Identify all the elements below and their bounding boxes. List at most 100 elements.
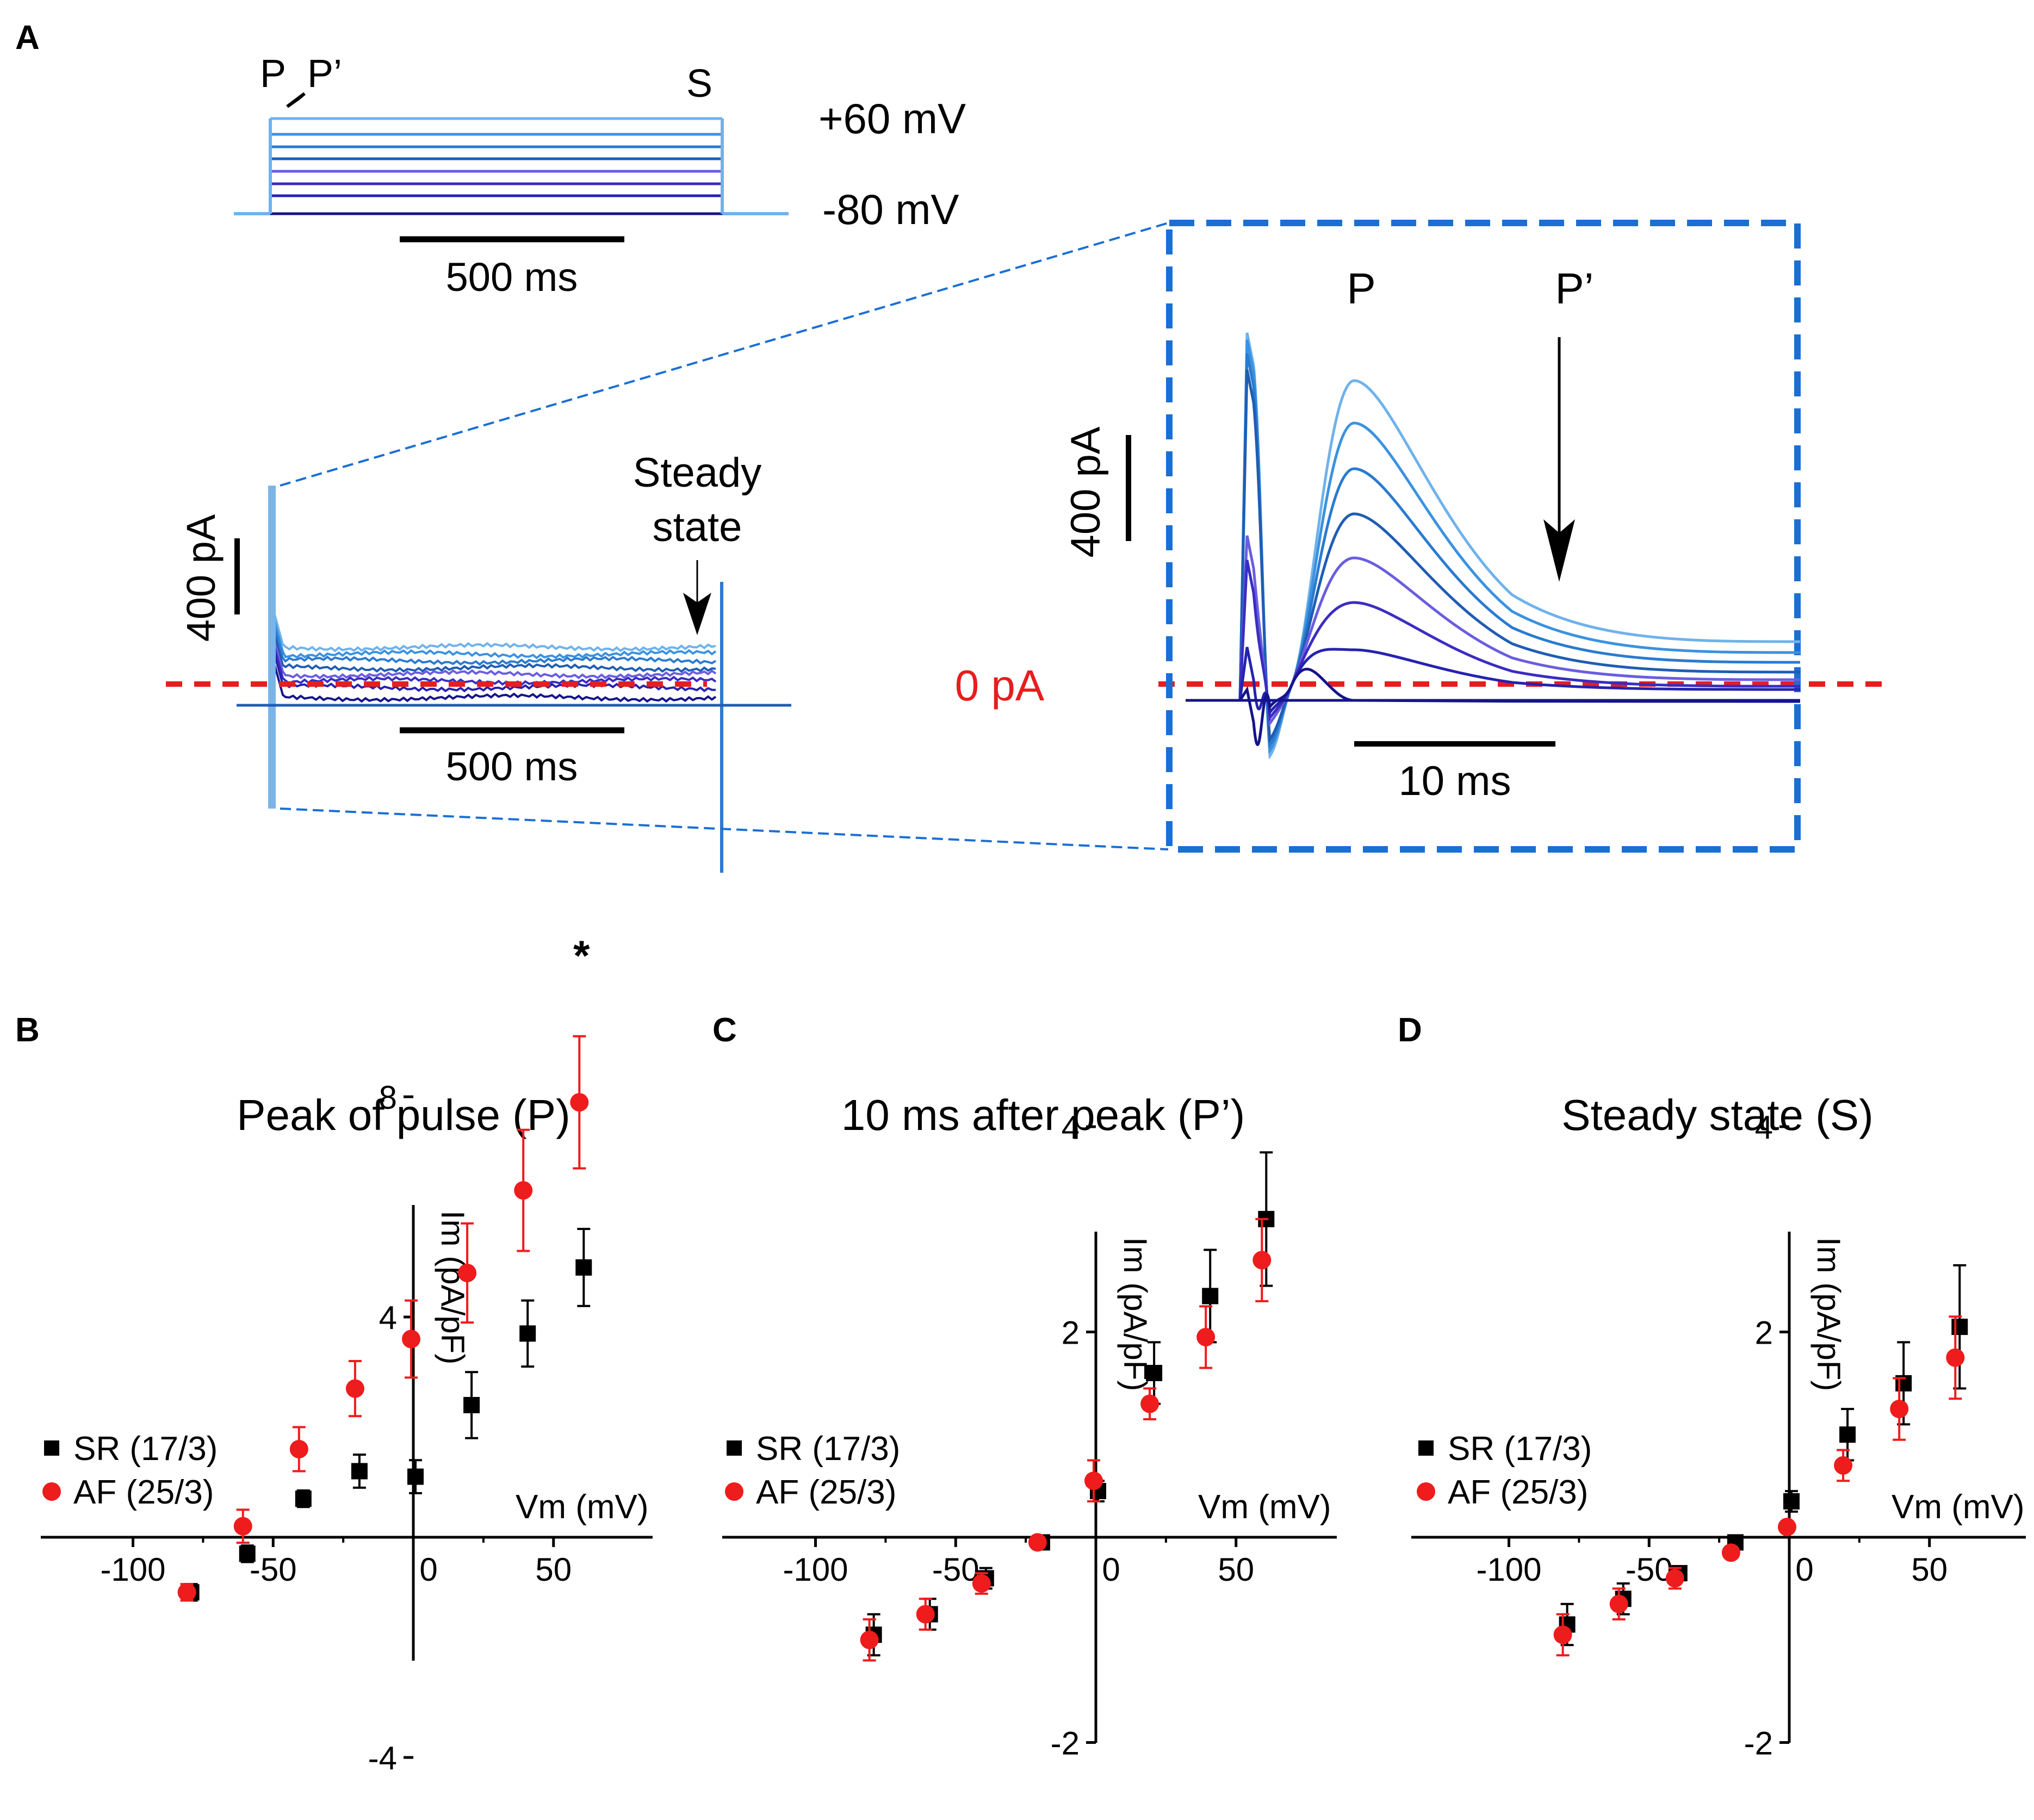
- sr-point: [463, 1397, 480, 1413]
- zoom-time-scale-label: 10 ms: [1399, 758, 1511, 804]
- zoom-connector-bottom: [280, 807, 1169, 850]
- sr-point: [239, 1545, 256, 1562]
- panel-d: D Steady state (S) -100 -50 0 50 -2 2 4 Im (pA/pF…: [1398, 1011, 2026, 1762]
- panel-b-label: B: [15, 1011, 40, 1049]
- x-tick-label: 0: [1795, 1551, 1813, 1588]
- af-point: [1721, 1543, 1740, 1562]
- panel-c-label: C: [712, 1011, 737, 1049]
- af-point: [1778, 1518, 1796, 1537]
- legend-marker-sr: [727, 1440, 742, 1456]
- af-point: [1084, 1471, 1103, 1490]
- y-tick-label: 2: [1755, 1315, 1773, 1351]
- sr-point: [351, 1463, 368, 1480]
- x-tick-label: 50: [1911, 1551, 1948, 1588]
- current-trace-2: [274, 621, 717, 660]
- chart-title: Peak of pulse (P): [237, 1091, 570, 1139]
- legend-marker-af: [725, 1482, 743, 1501]
- zoom-connector-top: [280, 222, 1169, 487]
- af-point: [972, 1574, 991, 1593]
- x-tick-label: 0: [1102, 1551, 1120, 1588]
- panel-a-label: A: [15, 19, 40, 57]
- zoom-trace-4: [1186, 369, 1801, 743]
- legend-marker-af: [42, 1482, 61, 1501]
- legend-label-af: AF (25/3): [73, 1474, 214, 1511]
- x-tick-label: -50: [932, 1551, 979, 1588]
- y-tick-label: -2: [1744, 1725, 1773, 1762]
- protocol-label-s: S: [686, 62, 712, 105]
- y-axis-label: Im (pA/pF): [435, 1210, 471, 1364]
- zoom-label-p: P: [1347, 264, 1375, 313]
- af-point: [1609, 1594, 1628, 1613]
- zoom-trace-5: [1186, 535, 1801, 727]
- af-point: [177, 1583, 196, 1602]
- y-tick-label: 2: [1062, 1315, 1080, 1351]
- protocol-time-scale-label: 500 ms: [446, 254, 578, 300]
- y-tick-label: 4: [1062, 1109, 1080, 1146]
- af-point: [345, 1379, 364, 1398]
- legend-label-sr: SR (17/3): [73, 1430, 218, 1468]
- x-axis-label: Vm (mV): [1892, 1488, 2025, 1526]
- af-point: [458, 1264, 477, 1282]
- current-traces: 400 pA Steady state 500 ms: [178, 450, 791, 873]
- significance-marker: *: [573, 931, 590, 979]
- trace-current-scale-label: 400 pA: [178, 514, 224, 642]
- sr-point: [1951, 1319, 1968, 1336]
- zoom-trace-6: [1186, 560, 1801, 722]
- legend-marker-sr: [1418, 1440, 1434, 1456]
- y-tick-label: 4: [1755, 1109, 1773, 1146]
- x-tick-label: -100: [783, 1551, 848, 1588]
- af-point: [1890, 1400, 1909, 1419]
- protocol-steps: [270, 117, 722, 215]
- legend-marker-sr: [44, 1440, 59, 1456]
- legend-label-af: AF (25/3): [756, 1474, 896, 1511]
- sr-point: [1783, 1493, 1800, 1510]
- current-trace-3: [274, 628, 717, 666]
- x-tick-label: -50: [1626, 1551, 1673, 1588]
- sr-point: [1839, 1426, 1856, 1443]
- zoom-arrowhead: [1543, 519, 1575, 582]
- zoom-current-scale-label: 400 pA: [1063, 426, 1109, 557]
- current-trace-4: [274, 635, 716, 673]
- panel-b: B Peak of pulse (P) -100 -50 0 50 -4 4 8 Im (pA/p…: [15, 931, 653, 1776]
- af-point: [1946, 1348, 1965, 1367]
- protocol-label-pprime: P’: [307, 52, 342, 96]
- af-point: [570, 1093, 589, 1112]
- legend-marker-af: [1417, 1482, 1435, 1501]
- zoom-label-pprime: P’: [1555, 264, 1593, 313]
- protocol-arrow: [286, 92, 306, 108]
- legend-label-sr: SR (17/3): [756, 1430, 900, 1468]
- sr-point: [407, 1468, 424, 1485]
- protocol-label-p: P: [260, 52, 286, 96]
- x-tick-label: 50: [535, 1551, 572, 1588]
- legend-label-af: AF (25/3): [1448, 1474, 1588, 1511]
- current-trace-6: [274, 648, 717, 686]
- chart-title: Steady state (S): [1561, 1091, 1874, 1139]
- sr-point: [575, 1259, 592, 1276]
- protocol-v-bottom: -80 mV: [822, 185, 959, 233]
- x-axis-label: Vm (mV): [1198, 1488, 1331, 1526]
- zoom-trace-1: [1186, 332, 1801, 760]
- af-point: [1196, 1327, 1216, 1346]
- sr-point: [1202, 1288, 1219, 1305]
- current-trace-1: [274, 614, 716, 653]
- y-tick-label: -2: [1051, 1725, 1080, 1762]
- sr-point: [1146, 1365, 1163, 1381]
- af-point: [233, 1517, 252, 1536]
- x-tick-label: 0: [419, 1551, 437, 1588]
- steady-state-arrowhead: [683, 593, 711, 635]
- x-tick-label: 50: [1218, 1551, 1254, 1588]
- current-trace-5: [274, 641, 717, 680]
- voltage-protocol: P P’ S +60 mV -80 mV 500 ms: [234, 52, 966, 300]
- sr-point: [295, 1490, 312, 1507]
- zero-current-label: 0 pA: [955, 661, 1045, 710]
- af-point: [1665, 1569, 1684, 1588]
- steady-state-label-line1: Steady: [633, 450, 762, 496]
- protocol-v-top: +60 mV: [818, 95, 966, 142]
- y-tick-label: -4: [368, 1740, 397, 1776]
- sr-point: [519, 1325, 536, 1342]
- steady-state-label-line2: state: [653, 504, 742, 550]
- current-trace-8: [274, 664, 717, 703]
- y-tick-label: 8: [379, 1079, 397, 1116]
